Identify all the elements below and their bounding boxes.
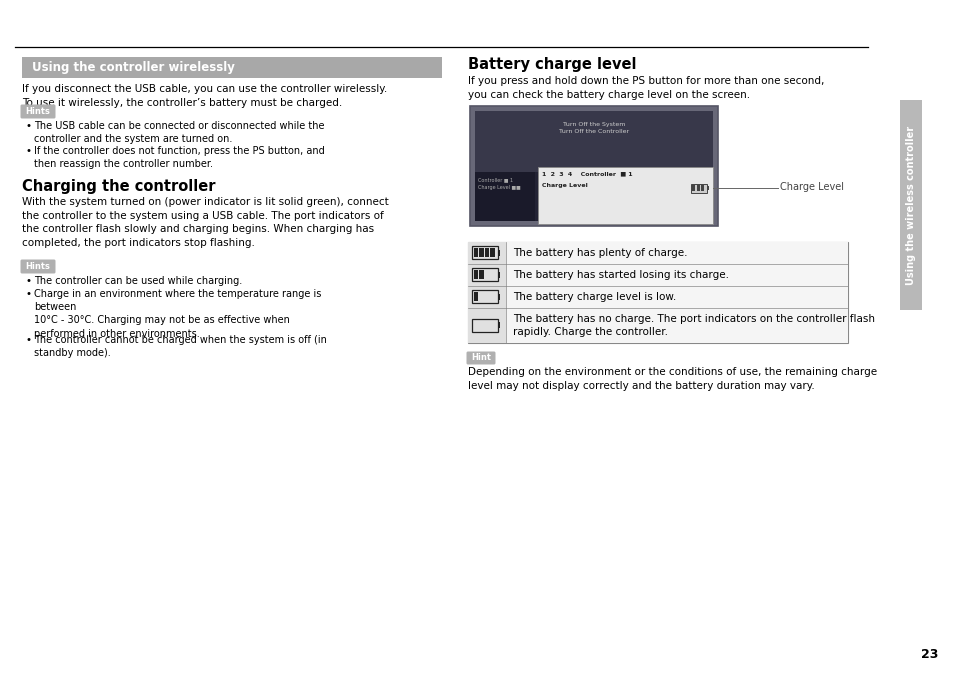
Text: Turn Off the System
Turn Off the Controller: Turn Off the System Turn Off the Control…	[558, 122, 628, 135]
Bar	[475, 111, 712, 221]
Text: Depending on the environment or the conditions of use, the remaining charge
leve: Depending on the environment or the cond…	[468, 367, 876, 390]
Text: The controller cannot be charged when the system is off (in
standby mode).: The controller cannot be charged when th…	[34, 335, 327, 358]
Bar	[479, 248, 483, 257]
Bar	[472, 318, 497, 332]
Bar	[468, 308, 505, 343]
Bar	[899, 100, 921, 310]
Text: 1  2  3  4    Controller  ■ 1: 1 2 3 4 Controller ■ 1	[541, 172, 632, 176]
Text: •: •	[26, 289, 32, 299]
Bar	[472, 290, 497, 303]
Text: Hints: Hints	[26, 107, 51, 116]
Bar	[468, 264, 847, 286]
Text: The battery has started losing its charge.: The battery has started losing its charg…	[513, 270, 728, 280]
Bar	[472, 246, 497, 259]
Text: •: •	[26, 121, 32, 131]
Bar	[474, 248, 478, 257]
Text: Charge Level: Charge Level	[541, 184, 587, 188]
Bar	[468, 264, 505, 286]
Bar	[700, 185, 703, 191]
Bar	[479, 270, 483, 279]
Text: The controller can be used while charging.: The controller can be used while chargin…	[34, 276, 242, 286]
Bar	[475, 111, 712, 172]
Text: The battery charge level is low.: The battery charge level is low.	[513, 292, 676, 302]
Bar	[468, 242, 505, 264]
Text: Charging the controller: Charging the controller	[22, 179, 215, 194]
Text: Charge in an environment where the temperature range is
between
10°C - 30°C. Cha: Charge in an environment where the tempe…	[34, 289, 321, 339]
Bar	[472, 268, 497, 281]
Text: Hint: Hint	[471, 353, 491, 363]
Bar	[497, 293, 500, 299]
Bar	[474, 292, 478, 301]
Text: Controller ■ 1
Charge Level ■■: Controller ■ 1 Charge Level ■■	[477, 178, 520, 190]
Bar	[490, 248, 495, 257]
Bar	[468, 286, 505, 308]
Bar	[468, 286, 847, 308]
Text: Charge Level: Charge Level	[780, 182, 843, 192]
FancyBboxPatch shape	[20, 260, 55, 273]
FancyBboxPatch shape	[466, 351, 495, 365]
Text: The battery has plenty of charge.: The battery has plenty of charge.	[513, 248, 687, 258]
Bar	[692, 185, 695, 191]
Text: Hints: Hints	[26, 262, 51, 271]
Text: Using the wireless controller: Using the wireless controller	[905, 125, 915, 285]
Bar	[468, 308, 847, 343]
Bar	[474, 270, 478, 279]
Bar	[690, 184, 706, 192]
Text: •: •	[26, 335, 32, 345]
Text: Using the controller wirelessly: Using the controller wirelessly	[32, 61, 234, 74]
Bar	[468, 242, 847, 264]
Bar	[497, 322, 500, 328]
Text: •: •	[26, 276, 32, 286]
Bar	[468, 242, 847, 343]
Bar	[696, 185, 699, 191]
Bar	[475, 172, 535, 221]
Text: The battery has no charge. The port indicators on the controller flash
rapidly. : The battery has no charge. The port indi…	[513, 314, 874, 337]
Text: If the controller does not function, press the PS button, and
then reassign the : If the controller does not function, pre…	[34, 146, 324, 169]
Bar	[22, 57, 441, 78]
Text: 23: 23	[921, 649, 938, 662]
Bar	[497, 271, 500, 277]
Bar	[484, 248, 489, 257]
Bar	[537, 166, 712, 224]
Bar	[706, 186, 708, 190]
FancyBboxPatch shape	[20, 104, 55, 118]
Text: With the system turned on (power indicator is lit solid green), connect
the cont: With the system turned on (power indicat…	[22, 197, 388, 248]
Text: If you press and hold down the PS button for more than one second,
you can check: If you press and hold down the PS button…	[468, 76, 823, 100]
Text: If you disconnect the USB cable, you can use the controller wirelessly.
To use i: If you disconnect the USB cable, you can…	[22, 84, 387, 108]
Text: •: •	[26, 146, 32, 156]
Bar	[497, 250, 500, 256]
Bar	[470, 106, 718, 226]
Text: Battery charge level: Battery charge level	[468, 57, 636, 72]
Text: The USB cable can be connected or disconnected while the
controller and the syst: The USB cable can be connected or discon…	[34, 121, 324, 144]
